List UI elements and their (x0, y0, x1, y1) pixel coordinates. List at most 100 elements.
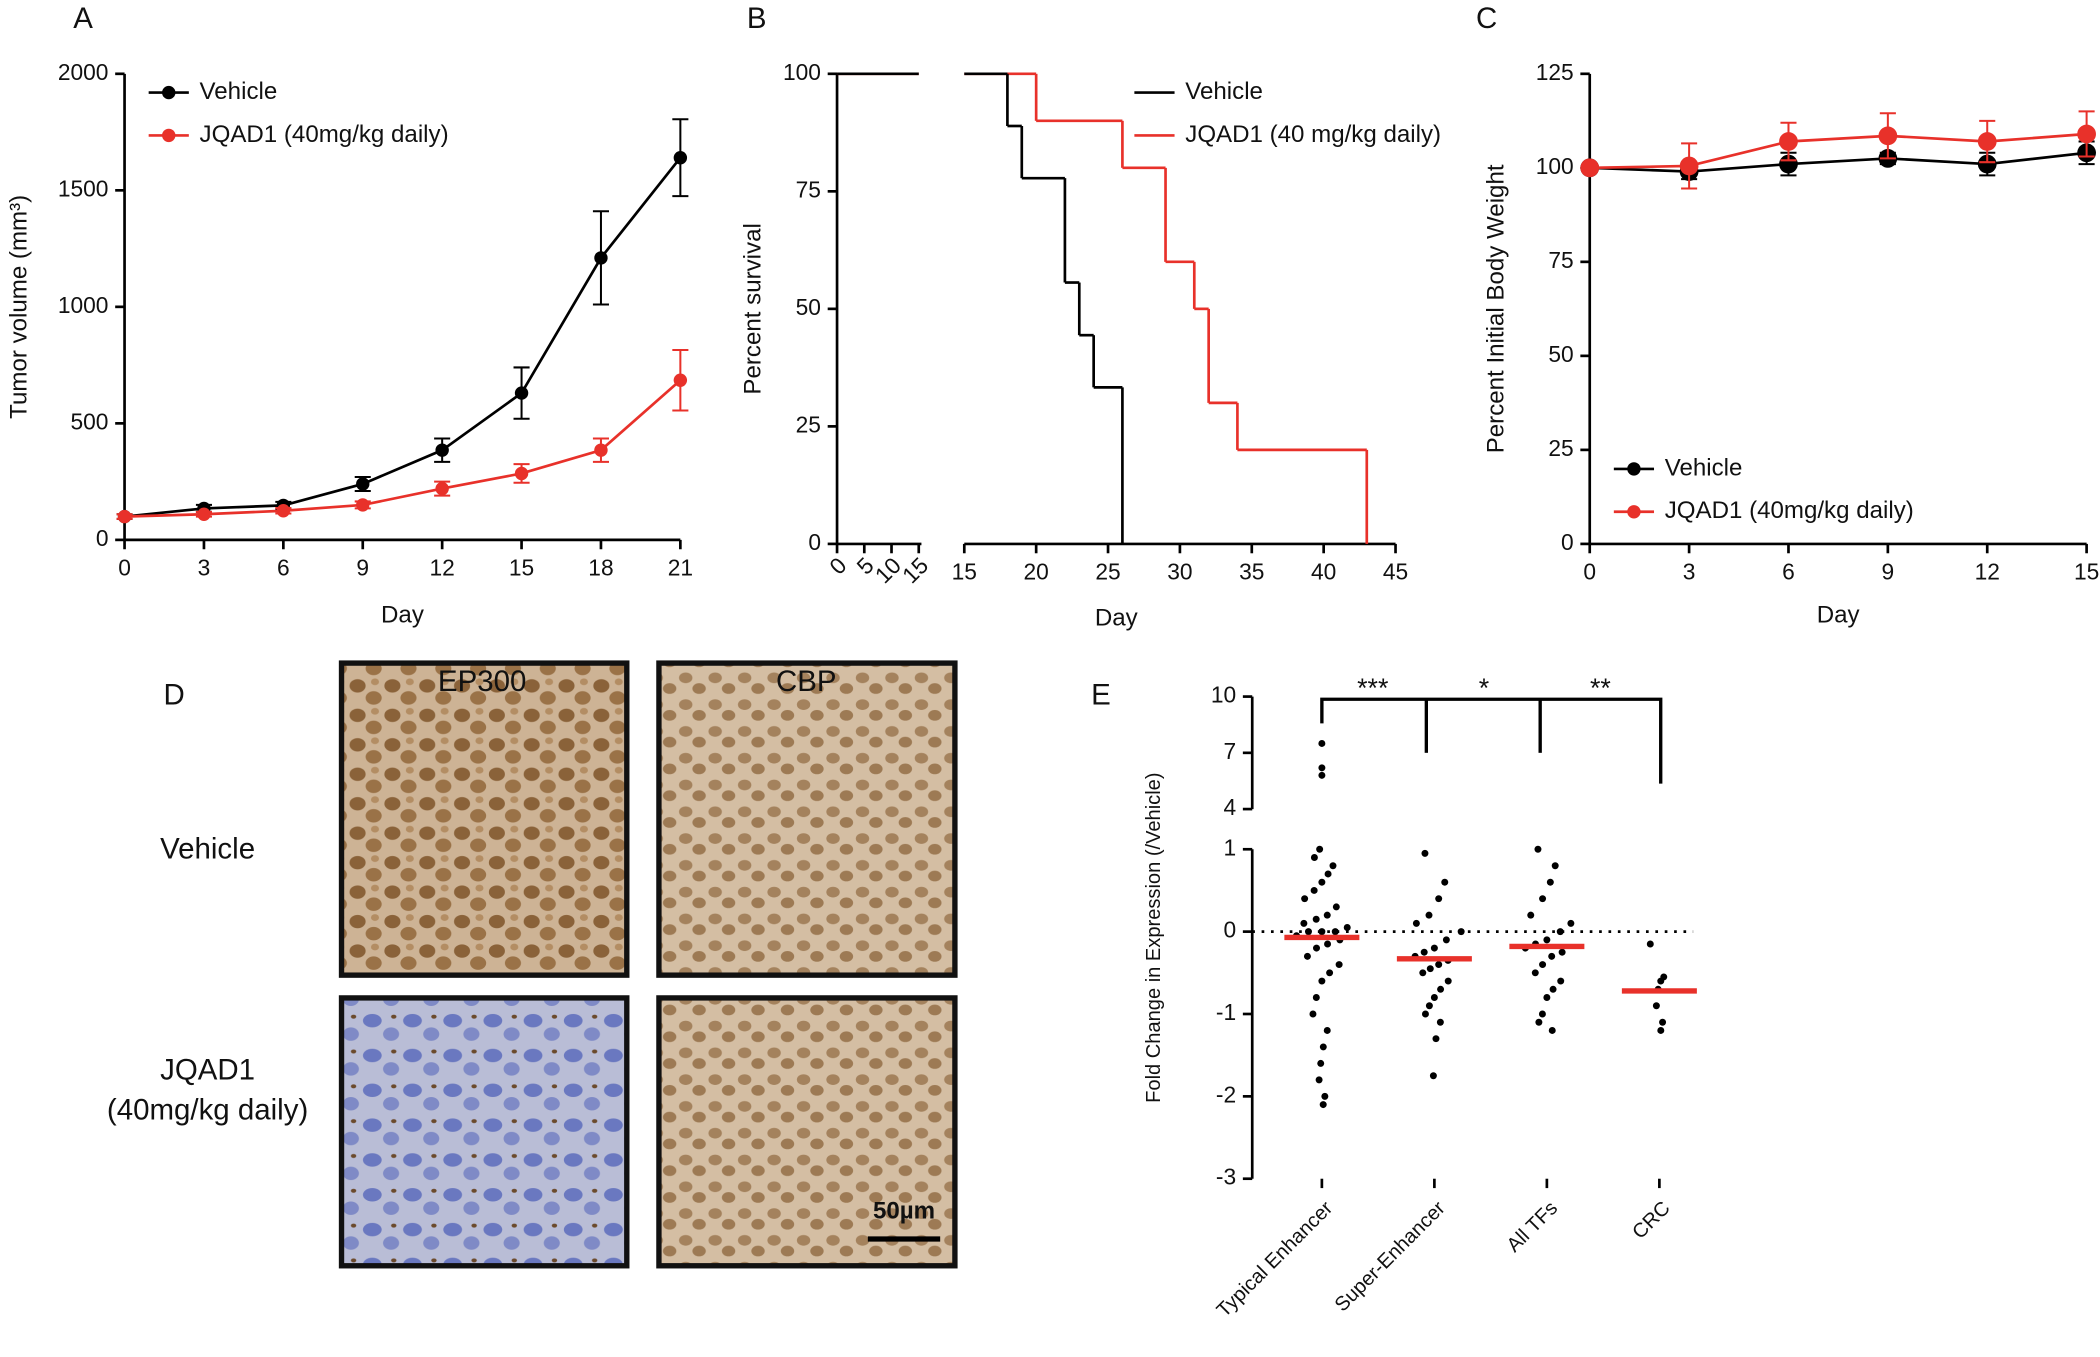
data-point (1546, 878, 1554, 886)
x-tick-label: 9 (1882, 558, 1895, 584)
legend-label: Vehicle (1185, 78, 1263, 105)
x-tick-label: All TFs (1503, 1197, 1562, 1256)
data-point (514, 466, 529, 481)
data-point (435, 443, 449, 457)
data-point (117, 509, 132, 524)
data-point (1300, 919, 1308, 927)
data-point (1659, 1018, 1667, 1026)
data-point (1527, 911, 1535, 919)
y-tick-label: 75 (1548, 247, 1573, 273)
panel-letter: D (163, 678, 184, 711)
data-point (673, 373, 688, 387)
data-point (514, 386, 529, 400)
data-point (1303, 952, 1311, 960)
panel-letter: A (73, 2, 93, 35)
data-point (1543, 936, 1551, 944)
data-point (1436, 1018, 1444, 1026)
data-point (1457, 928, 1465, 936)
panel-letter: C (1476, 2, 1497, 35)
x-tick-label: 20 (1024, 558, 1049, 584)
y-tick-label: 50 (796, 294, 821, 320)
y-axis-title: Percent Initial Body Weight (1483, 164, 1510, 453)
data-point (1305, 928, 1312, 936)
x-tick-label: 6 (277, 554, 290, 580)
data-point (1323, 1026, 1331, 1034)
data-point (1679, 156, 1699, 176)
significance-label: * (1479, 673, 1489, 703)
row-label: JQAD1 (160, 1053, 255, 1086)
y-tick-label: 100 (783, 59, 821, 85)
legend-marker (162, 128, 176, 143)
legend-marker (1627, 462, 1641, 476)
y-tick-label: 7 (1224, 738, 1237, 764)
x-tick-label: 12 (429, 554, 454, 580)
x-tick-label: 40 (1311, 558, 1336, 584)
data-point (1425, 1002, 1433, 1010)
x-tick-label: 21 (668, 554, 693, 580)
data-point (1421, 1010, 1429, 1018)
series-line (124, 156, 682, 518)
data-point (1321, 1092, 1329, 1100)
ihc-image (338, 660, 630, 978)
data-point (1558, 948, 1566, 956)
y-tick-label: 0 (1224, 917, 1237, 943)
y-tick-label: 1 (1224, 834, 1237, 860)
legend-label: JQAD1 (40mg/kg daily) (200, 121, 449, 148)
data-point (1426, 965, 1434, 973)
series-line (124, 379, 682, 518)
column-label: CBP (776, 665, 837, 698)
ihc-image (656, 995, 958, 1269)
data-point (1412, 919, 1420, 927)
x-tick-label: 18 (588, 554, 613, 580)
y-tick-label: 1000 (58, 292, 109, 318)
y-axis-title: Percent survival (739, 223, 766, 394)
data-point (1567, 919, 1575, 927)
data-point (1539, 895, 1547, 903)
x-tick-label: 6 (1782, 558, 1795, 584)
data-point (1343, 924, 1351, 931)
panel-letter: E (1091, 678, 1111, 711)
y-tick-label: 25 (796, 411, 821, 437)
significance-bracket (1320, 697, 1663, 784)
data-point (356, 498, 370, 512)
data-point (1657, 977, 1665, 985)
y-tick-label: -3 (1216, 1164, 1236, 1190)
data-point (356, 477, 370, 491)
x-tick-label: 15 (509, 554, 534, 580)
panel-letter: B (747, 2, 767, 35)
legend-label: Vehicle (200, 78, 278, 105)
x-tick-label: 0 (118, 554, 131, 580)
significance-label: ** (1590, 673, 1611, 703)
y-tick-label: 0 (1561, 529, 1574, 555)
data-point (1435, 895, 1443, 903)
data-point (1324, 940, 1332, 948)
legend-marker (162, 85, 176, 100)
data-point (1318, 928, 1326, 936)
column-label: EP300 (438, 665, 526, 698)
data-point (1535, 1018, 1543, 1026)
data-point (435, 481, 449, 496)
data-point (1430, 994, 1438, 1002)
y-tick-label: -1 (1216, 999, 1236, 1025)
data-point (197, 507, 211, 521)
x-tick-label: CRC (1628, 1197, 1674, 1243)
data-point (1580, 158, 1600, 178)
data-point (1548, 1026, 1556, 1034)
data-point (1437, 985, 1445, 993)
data-point (1310, 886, 1318, 894)
x-tick-label: 0 (824, 552, 851, 579)
x-tick-label: 15 (897, 552, 933, 588)
data-point (1534, 845, 1542, 853)
y-tick-label: 4 (1224, 794, 1237, 820)
data-point (1319, 1101, 1327, 1109)
data-point (1652, 1002, 1660, 1010)
legend-label: JQAD1 (40mg/kg daily) (1665, 497, 1914, 524)
x-tick-label: 15 (952, 558, 977, 584)
ihc-image (338, 995, 630, 1269)
data-point (1332, 903, 1340, 911)
data-point (1301, 895, 1309, 903)
data-point (1657, 1026, 1665, 1034)
y-tick-label: 2000 (58, 59, 109, 85)
